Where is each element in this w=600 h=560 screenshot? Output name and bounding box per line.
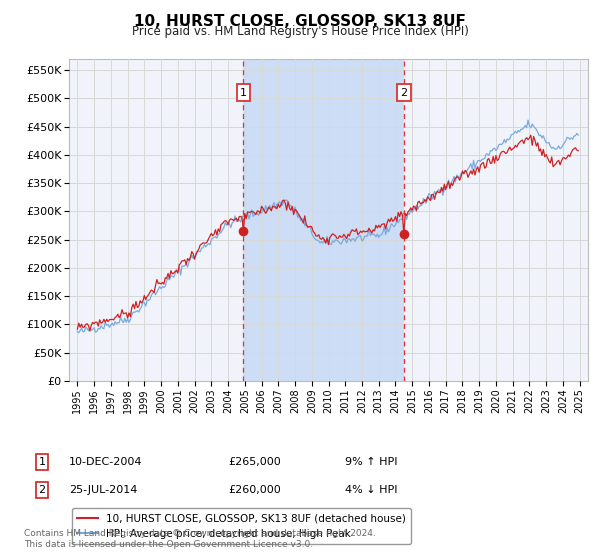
Legend: 10, HURST CLOSE, GLOSSOP, SK13 8UF (detached house), HPI: Average price, detache: 10, HURST CLOSE, GLOSSOP, SK13 8UF (deta… — [71, 508, 411, 544]
Text: 25-JUL-2014: 25-JUL-2014 — [69, 485, 137, 495]
Text: 2: 2 — [38, 485, 46, 495]
Text: 9% ↑ HPI: 9% ↑ HPI — [345, 457, 398, 467]
Text: Contains HM Land Registry data © Crown copyright and database right 2024.
This d: Contains HM Land Registry data © Crown c… — [24, 529, 376, 549]
Text: £260,000: £260,000 — [228, 485, 281, 495]
Text: 1: 1 — [240, 88, 247, 97]
Text: £265,000: £265,000 — [228, 457, 281, 467]
Text: 2: 2 — [400, 88, 407, 97]
Text: 10-DEC-2004: 10-DEC-2004 — [69, 457, 143, 467]
Bar — [244, 59, 404, 381]
Text: 1: 1 — [38, 457, 46, 467]
Text: Price paid vs. HM Land Registry's House Price Index (HPI): Price paid vs. HM Land Registry's House … — [131, 25, 469, 38]
Text: 10, HURST CLOSE, GLOSSOP, SK13 8UF: 10, HURST CLOSE, GLOSSOP, SK13 8UF — [134, 14, 466, 29]
Text: 4% ↓ HPI: 4% ↓ HPI — [345, 485, 398, 495]
